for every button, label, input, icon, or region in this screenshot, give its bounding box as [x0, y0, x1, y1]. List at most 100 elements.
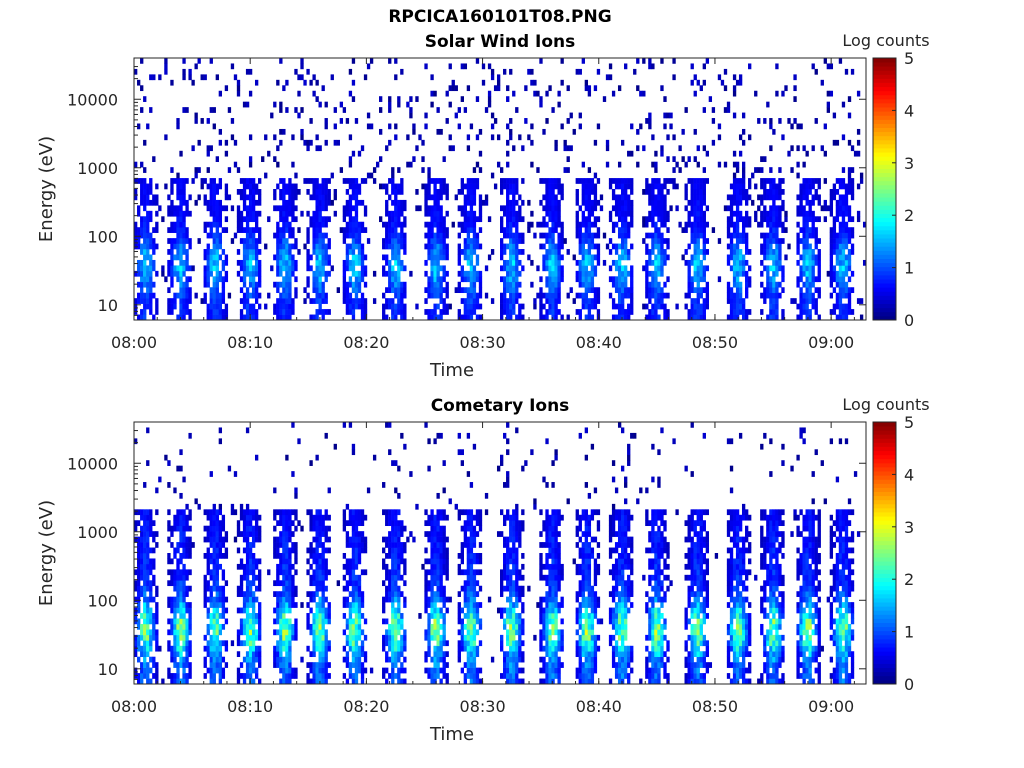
heatmap-cell	[182, 243, 186, 250]
heatmap-cell	[173, 613, 177, 619]
heatmap-cell	[847, 238, 852, 244]
heatmap-cell	[506, 183, 510, 190]
heatmap-cell	[188, 194, 192, 201]
heatmap-cell	[318, 607, 322, 614]
heatmap-cell	[847, 178, 852, 184]
heatmap-cell	[182, 238, 186, 244]
heatmap-cell	[660, 298, 664, 304]
heatmap-cell	[209, 199, 213, 206]
heatmap-cell	[345, 281, 350, 288]
heatmap-cell	[170, 281, 174, 288]
heatmap-cell	[397, 243, 401, 250]
heatmap-cell	[732, 112, 737, 119]
heatmap-cell	[203, 673, 207, 679]
heatmap-cell	[179, 613, 183, 619]
heatmap-cell	[137, 79, 141, 86]
colorbar-title-solar-wind: Log counts	[842, 31, 930, 50]
heatmap-cell	[702, 167, 706, 173]
heatmap-cell	[206, 613, 210, 619]
heatmap-cell	[575, 216, 579, 223]
heatmap-cell	[394, 194, 398, 201]
heatmap-cell	[239, 623, 244, 630]
heatmap-cell	[802, 161, 806, 168]
heatmap-cell	[624, 221, 628, 228]
heatmap-cell	[143, 634, 147, 641]
heatmap-cell	[814, 259, 818, 266]
heatmap-cell	[663, 194, 667, 201]
heatmap-cell	[799, 303, 803, 310]
heatmap-cell	[288, 243, 292, 250]
heatmap-cell	[847, 183, 852, 190]
heatmap-cell	[146, 509, 150, 516]
heatmap-cell	[817, 276, 821, 283]
heatmap-cell	[242, 199, 247, 206]
heatmap-cell	[242, 101, 247, 108]
heatmap-cell	[288, 667, 292, 674]
heatmap-cell	[814, 238, 818, 244]
heatmap-cell	[134, 667, 138, 674]
heatmap-cell	[802, 238, 806, 244]
heatmap-cell	[273, 309, 277, 315]
heatmap-cell	[315, 265, 319, 272]
heatmap-cell	[775, 298, 779, 304]
heatmap-cell	[769, 292, 773, 299]
heatmap-cell	[581, 243, 585, 250]
heatmap-cell	[620, 249, 625, 255]
heatmap-cell	[267, 150, 271, 157]
heatmap-cell	[769, 194, 773, 201]
heatmap-cell	[763, 216, 767, 223]
heatmap-cell	[327, 569, 331, 576]
heatmap-cell	[282, 613, 286, 619]
heatmap-cell	[466, 85, 471, 92]
heatmap-cell	[179, 645, 183, 652]
heatmap-cell	[315, 134, 319, 141]
heatmap-cell	[551, 287, 555, 294]
heatmap-cell	[702, 183, 706, 190]
heatmap-cell	[179, 227, 183, 233]
heatmap-cell	[345, 221, 350, 228]
heatmap-cell	[675, 205, 679, 212]
heatmap-cell	[273, 645, 277, 652]
heatmap-cell	[509, 118, 513, 124]
heatmap-cell	[167, 482, 171, 488]
heatmap-cell	[660, 145, 664, 152]
heatmap-cell	[375, 161, 380, 168]
heatmap-cell	[385, 189, 389, 195]
heatmap-cell	[173, 221, 177, 228]
heatmap-cell	[515, 183, 519, 190]
heatmap-cell	[391, 243, 395, 250]
heatmap-cell	[279, 58, 283, 64]
heatmap-cell	[300, 63, 304, 70]
heatmap-cell	[442, 287, 446, 294]
heatmap-cell	[179, 536, 183, 543]
heatmap-cell	[539, 199, 543, 206]
heatmap-cell	[312, 238, 316, 244]
heatmap-cell	[735, 79, 740, 86]
heatmap-cell	[212, 536, 216, 543]
heatmap-cell	[173, 574, 177, 581]
heatmap-cell	[811, 265, 815, 272]
heatmap-cell	[506, 221, 510, 228]
heatmap-cell	[469, 238, 474, 244]
heatmap-cell	[796, 221, 800, 228]
colorbar-step	[873, 229, 896, 235]
heatmap-cell	[590, 303, 595, 310]
heatmap-cell	[572, 254, 576, 261]
heatmap-cell	[276, 640, 280, 647]
heatmap-cell	[496, 134, 501, 141]
heatmap-cell	[536, 265, 540, 272]
heatmap-cell	[660, 270, 664, 277]
heatmap-cell	[239, 640, 244, 647]
colorbar-step	[873, 197, 896, 202]
heatmap-cell	[315, 520, 319, 527]
heatmap-cell	[143, 585, 147, 592]
heatmap-cell	[856, 183, 861, 190]
heatmap-cell	[282, 303, 286, 310]
heatmap-cell	[143, 482, 147, 488]
heatmap-cell	[312, 574, 316, 581]
heatmap-cell	[245, 634, 250, 641]
heatmap-cell	[143, 232, 147, 239]
heatmap-cell	[161, 265, 165, 272]
heatmap-cell	[279, 227, 283, 233]
heatmap-cell	[397, 276, 401, 283]
